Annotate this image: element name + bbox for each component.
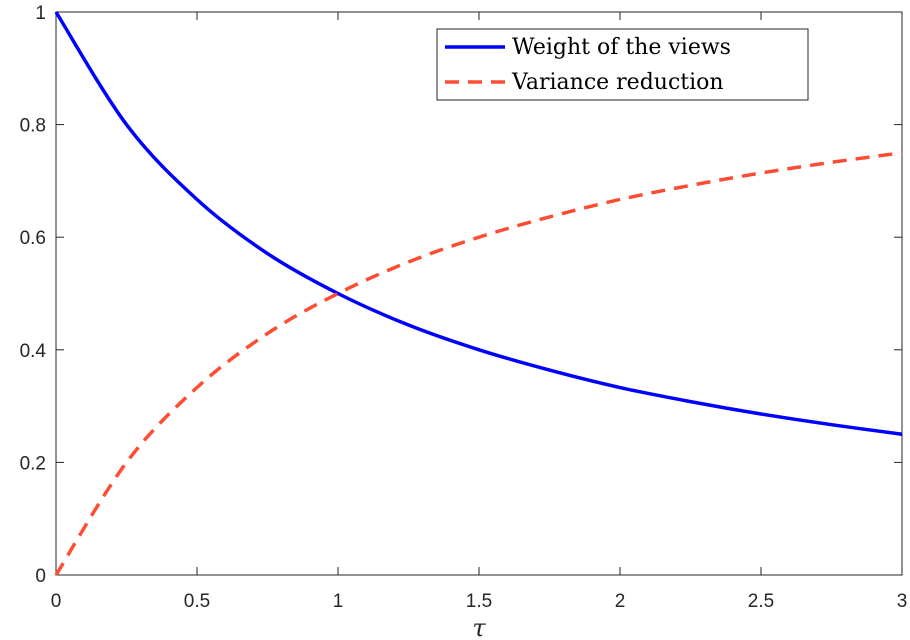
legend-label-0: Weight of the views [512,35,731,60]
x-tick-label: 1.5 [466,591,492,612]
series-line-0 [54,11,903,436]
x-tick-label: 3 [897,591,908,612]
y-tick-label: 0.4 [20,341,47,362]
x-axis-label: τ [472,614,486,640]
y-tick-label: 0 [35,566,46,587]
y-tick-label: 0.2 [20,453,46,474]
y-tick-label: 0.6 [20,228,46,249]
y-tick-label: 1 [35,3,46,24]
y-tick-label: 0.8 [20,116,46,137]
series-layer [54,11,903,576]
x-tick-label: 0.5 [184,591,210,612]
x-tick-label: 1 [333,591,344,612]
legend-box [436,28,809,101]
x-tick-label: 0 [51,591,62,612]
legend: Weight of the views Variance reduction [436,28,809,101]
x-axis: 0 0.5 1 1.5 2 2.5 3 [51,12,908,612]
x-tick-label: 2 [615,591,626,612]
legend-label-1: Variance reduction [511,70,724,95]
x-tick-label: 2.5 [748,591,774,612]
series-line-1 [54,151,903,576]
y-axis: 0 0.2 0.4 0.6 0.8 1 [20,3,902,587]
